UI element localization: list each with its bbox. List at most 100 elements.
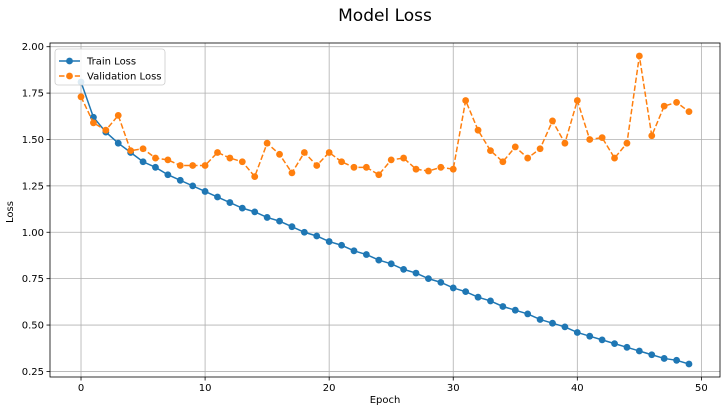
train-loss-point bbox=[263, 214, 271, 221]
validation-loss-point bbox=[127, 147, 135, 155]
validation-loss-point bbox=[623, 139, 631, 147]
train-loss-point bbox=[226, 199, 234, 206]
train-loss-point bbox=[685, 360, 693, 368]
plot-frame bbox=[49, 42, 721, 378]
validation-loss-point bbox=[288, 169, 296, 177]
validation-loss-point bbox=[487, 147, 494, 155]
validation-loss-point bbox=[611, 154, 618, 162]
train-loss-point bbox=[189, 182, 197, 190]
validation-loss-point bbox=[102, 126, 110, 134]
validation-loss-point bbox=[648, 132, 656, 140]
validation-loss-point bbox=[152, 154, 159, 162]
validation-loss-point bbox=[276, 150, 283, 158]
y-tick-label: 0.50 bbox=[22, 321, 44, 332]
validation-loss-point bbox=[474, 126, 482, 134]
validation-loss-point bbox=[524, 154, 532, 162]
validation-loss-point bbox=[499, 158, 507, 166]
y-tick-label: 1.25 bbox=[22, 181, 44, 192]
x-tick-label: 30 bbox=[447, 383, 460, 394]
train-loss-point bbox=[288, 223, 296, 231]
train-loss-point bbox=[152, 163, 159, 171]
train-loss-point bbox=[586, 332, 594, 340]
validation-loss-point bbox=[449, 165, 457, 173]
x-tick-label: 20 bbox=[323, 383, 336, 394]
validation-loss-point bbox=[350, 163, 358, 171]
train-loss-point bbox=[350, 247, 358, 255]
train-loss-point bbox=[474, 293, 482, 301]
train-loss-point bbox=[276, 217, 283, 225]
ticks: 0 10 20 30 40 50 0.25 0.50 0.75 1.00 1.25 1.50 1.75 2… bbox=[22, 42, 708, 394]
train-loss-point bbox=[139, 158, 147, 166]
y-tick-label: 0.75 bbox=[22, 274, 44, 285]
validation-loss-point bbox=[338, 158, 345, 166]
y-tick-label: 1.75 bbox=[22, 89, 44, 100]
validation-loss-point bbox=[412, 165, 420, 173]
train-loss-point bbox=[375, 256, 383, 264]
train-loss-point bbox=[251, 208, 259, 216]
train-loss-point bbox=[387, 260, 395, 268]
validation-loss-point bbox=[238, 158, 246, 166]
train-loss-point bbox=[549, 319, 556, 327]
validation-loss-point bbox=[549, 117, 556, 125]
x-tick-label: 40 bbox=[571, 383, 584, 394]
train-loss-point bbox=[300, 228, 308, 236]
validation-loss-point bbox=[685, 108, 693, 116]
train-loss-point bbox=[164, 171, 172, 179]
legend-box bbox=[54, 48, 166, 86]
validation-loss-point bbox=[226, 154, 234, 162]
train-loss-point bbox=[412, 269, 420, 277]
train-loss-point bbox=[598, 336, 606, 344]
train-loss-point bbox=[635, 347, 643, 355]
train-loss-point bbox=[338, 241, 345, 249]
validation-loss-point bbox=[176, 162, 184, 169]
validation-loss-point bbox=[164, 156, 172, 164]
validation-loss-point bbox=[462, 97, 470, 104]
validation-loss-point bbox=[561, 139, 569, 147]
x-tick-label: 0 bbox=[78, 383, 84, 394]
legend-train-loss-marker bbox=[66, 57, 73, 65]
validation-loss-point bbox=[201, 162, 209, 169]
legend-validation-loss-label: Validation Loss bbox=[87, 72, 162, 83]
validation-loss-point bbox=[77, 93, 85, 101]
train-loss-point bbox=[673, 356, 680, 364]
legend-validation-loss-marker bbox=[66, 72, 73, 80]
validation-loss-point bbox=[90, 119, 97, 127]
validation-loss-point bbox=[214, 149, 221, 156]
validation-loss-point bbox=[511, 143, 519, 151]
validation-loss-point bbox=[598, 134, 606, 142]
y-tick-label: 0.25 bbox=[22, 367, 44, 378]
x-tick-label: 10 bbox=[199, 383, 212, 394]
train-loss-point bbox=[623, 343, 631, 351]
train-loss-point bbox=[499, 303, 507, 310]
validation-loss-point bbox=[437, 163, 445, 171]
train-loss-point bbox=[400, 265, 408, 273]
train-loss-point bbox=[437, 278, 445, 286]
validation-loss-point bbox=[325, 149, 333, 156]
x-tick-label: 50 bbox=[695, 383, 708, 394]
validation-loss-point bbox=[425, 167, 432, 175]
validation-loss-point bbox=[263, 139, 271, 147]
train-loss-point bbox=[425, 275, 432, 283]
y-tick-label: 1.00 bbox=[22, 228, 44, 239]
train-loss-point bbox=[214, 193, 221, 201]
validation-loss-point bbox=[375, 171, 383, 179]
validation-loss-point bbox=[660, 102, 668, 110]
train-loss-point bbox=[660, 355, 668, 362]
train-loss-point bbox=[449, 284, 457, 292]
train-loss-point bbox=[238, 204, 246, 212]
y-axis-label: Loss bbox=[5, 201, 16, 223]
train-loss-point bbox=[524, 310, 532, 318]
legend: Train Loss Validation Loss bbox=[54, 48, 166, 86]
train-loss-line bbox=[80, 81, 690, 365]
grid bbox=[50, 43, 720, 377]
train-loss-point bbox=[536, 316, 544, 323]
series-group bbox=[77, 52, 693, 368]
train-loss-point bbox=[611, 340, 618, 347]
validation-loss-point bbox=[139, 145, 147, 153]
validation-loss-point bbox=[251, 173, 259, 181]
train-loss-point bbox=[201, 188, 209, 195]
validation-loss-point bbox=[387, 156, 395, 164]
validation-loss-point bbox=[189, 162, 197, 169]
validation-loss-point bbox=[114, 111, 122, 119]
